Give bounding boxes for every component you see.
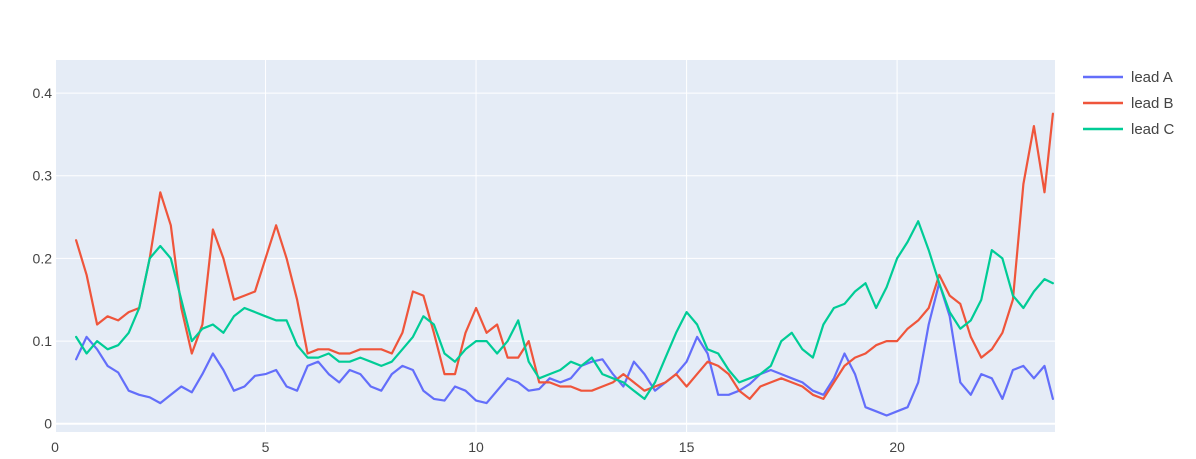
y-tick-label: 0.1 bbox=[33, 333, 53, 349]
legend[interactable]: lead A lead B lead C bbox=[1083, 69, 1175, 138]
x-tick-label: 20 bbox=[889, 439, 905, 455]
y-tick-label: 0 bbox=[44, 416, 52, 432]
plot-background bbox=[55, 60, 1055, 432]
x-tick-label: 15 bbox=[679, 439, 695, 455]
series-line-lead-a bbox=[74, 282, 1055, 417]
x-tick-label: 0 bbox=[51, 439, 59, 455]
legend-item-lead-a[interactable]: lead A bbox=[1083, 69, 1173, 86]
series-line-lead-c bbox=[74, 220, 1055, 400]
legend-item-lead-c[interactable]: lead C bbox=[1083, 121, 1175, 138]
y-axis-ticks: 0 0.1 0.2 0.3 0.4 bbox=[33, 85, 53, 432]
x-axis-ticks: 0 5 10 15 20 bbox=[51, 439, 905, 455]
series-lines bbox=[74, 112, 1055, 417]
y-tick-label: 0.4 bbox=[33, 85, 53, 101]
legend-label: lead B bbox=[1131, 95, 1174, 112]
x-tick-label: 10 bbox=[468, 439, 484, 455]
y-tick-label: 0.3 bbox=[33, 168, 53, 184]
series-line-lead-b bbox=[74, 112, 1055, 400]
legend-item-lead-b[interactable]: lead B bbox=[1083, 95, 1174, 112]
y-tick-label: 0.2 bbox=[33, 250, 53, 266]
legend-label: lead C bbox=[1131, 121, 1175, 138]
legend-label: lead A bbox=[1131, 69, 1173, 86]
x-tick-label: 5 bbox=[262, 439, 270, 455]
